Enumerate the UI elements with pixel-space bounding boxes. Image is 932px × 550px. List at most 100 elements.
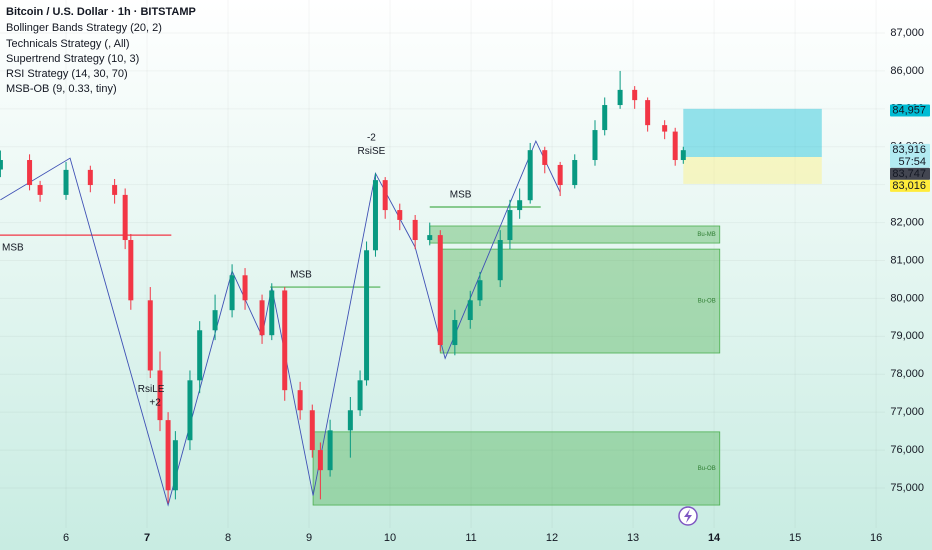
candle-body: [662, 125, 668, 132]
zone-label: Bu-OB: [698, 466, 716, 472]
level-label: MSB: [290, 270, 312, 281]
x-tick-label: 7: [144, 532, 150, 544]
candle-body: [452, 320, 458, 346]
y-tick-label: 87,000: [890, 27, 924, 39]
candle-body: [128, 240, 134, 301]
zone-label: Bu-MB: [697, 232, 715, 238]
candle-body: [572, 160, 578, 186]
zone: [312, 431, 721, 506]
indicator: Bollinger Bands Strategy (20, 2): [6, 22, 162, 34]
level-label: MSB: [450, 190, 472, 201]
candle-body: [427, 235, 433, 241]
candle-body: [87, 169, 93, 186]
price-tag-label: 83,016: [892, 180, 926, 192]
candle-body: [680, 150, 686, 161]
candle-body: [602, 105, 608, 131]
candle-body: [372, 180, 378, 251]
candle-body: [412, 219, 418, 241]
chart-title: Bitcoin / U.S. Dollar · 1h · BITSTAMP: [6, 6, 196, 18]
indicator: RSI Strategy (14, 30, 70): [6, 68, 128, 80]
candle-body: [37, 185, 43, 195]
x-tick-label: 10: [384, 532, 396, 544]
candle-body: [327, 430, 333, 471]
x-tick-label: 9: [306, 532, 312, 544]
annotation: RsiLE: [138, 384, 165, 395]
x-tick-label: 6: [63, 532, 69, 544]
plot-area: Bu-OB Bu-OB Bu-MB MSB MSB MSB RsiLE +2 -2 RsiSE: [0, 0, 885, 528]
lightning-icon[interactable]: [678, 506, 698, 526]
price-tag: [890, 179, 930, 192]
candle-body: [297, 390, 303, 411]
price-tag: [890, 143, 930, 168]
y-tick-label: 81,000: [890, 254, 924, 266]
zigzag-line: [0, 139, 561, 507]
y-tick-label: 77,000: [890, 406, 924, 418]
price-tag: [890, 167, 930, 180]
annotation: RsiSE: [358, 146, 386, 157]
candle-body: [122, 194, 128, 241]
y-tick-label: 78,000: [890, 368, 924, 380]
price-tag-label: 83,747: [892, 168, 926, 180]
candle-body: [397, 210, 403, 220]
candle-body: [112, 185, 118, 195]
y-tick-label: 76,000: [890, 444, 924, 456]
y-tick-label: 79,000: [890, 330, 924, 342]
candle-body: [467, 300, 473, 321]
level-label: MSB: [2, 243, 24, 254]
candle-body: [147, 300, 153, 371]
candle-body: [477, 280, 483, 301]
candle-body: [0, 160, 3, 170]
zone: [429, 225, 721, 244]
x-tick-label: 14: [708, 532, 721, 544]
candle-body: [157, 370, 163, 421]
candle-body: [172, 440, 178, 491]
candle-body: [269, 290, 275, 336]
candle-body: [382, 180, 388, 211]
candle-body: [542, 150, 548, 165]
y-tick-label: 75,000: [890, 482, 924, 494]
zone: [683, 156, 822, 184]
candle-body: [645, 100, 651, 126]
candle-body: [557, 164, 563, 186]
candle-body: [357, 380, 363, 411]
indicator: Supertrend Strategy (10, 3): [6, 53, 139, 65]
candle-body: [497, 240, 503, 281]
candle-body: [437, 235, 443, 346]
x-tick-label: 12: [546, 532, 558, 544]
price-tag: [890, 104, 930, 117]
indicator: Technicals Strategy (, All): [6, 38, 130, 50]
candle-body: [517, 200, 523, 211]
candle-body: [242, 275, 248, 301]
candle-body: [27, 160, 33, 186]
candle-body: [63, 169, 69, 195]
countdown: 57:54: [898, 156, 926, 168]
y-tick-label: 86,000: [890, 65, 924, 77]
candle-body: [212, 310, 218, 331]
x-tick-label: 15: [789, 532, 801, 544]
candle-body: [259, 300, 265, 336]
x-tick-label: 16: [870, 532, 882, 544]
candle-body: [165, 420, 171, 491]
candle-body: [617, 89, 623, 106]
x-tick-label: 11: [465, 532, 476, 544]
candle-body: [672, 131, 678, 161]
y-tick-label: 80,000: [890, 292, 924, 304]
zone: [683, 108, 822, 157]
annotation: +2: [149, 397, 161, 408]
candle-body: [347, 410, 353, 431]
candle-body: [527, 150, 533, 201]
candle-body: [187, 380, 193, 441]
price-tag-label: 83,916: [892, 144, 926, 156]
x-tick-label: 13: [627, 532, 639, 544]
candle-body: [632, 89, 638, 101]
candle-body: [507, 210, 513, 241]
y-tick-label: 82,000: [890, 216, 924, 228]
candle-body: [309, 410, 315, 451]
candle-body: [317, 450, 323, 471]
price-tag-label: 84,957: [892, 104, 926, 116]
x-tick-label: 8: [225, 532, 231, 544]
candle-body: [229, 275, 235, 311]
annotation: -2: [367, 133, 376, 144]
candle-body: [364, 250, 370, 381]
